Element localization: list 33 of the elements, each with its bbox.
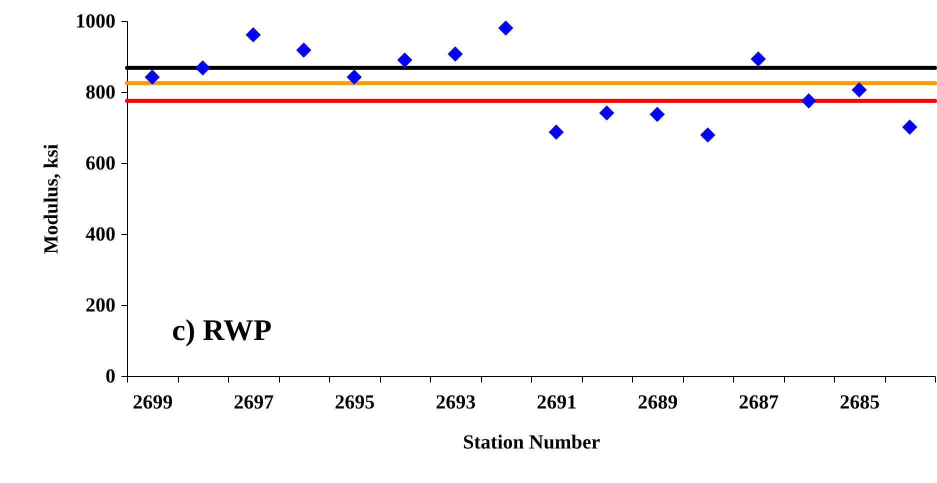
y-tick-label: 0	[106, 366, 116, 388]
y-tick-label: 200	[86, 294, 116, 316]
annotation: c) RWP	[172, 314, 272, 347]
point	[750, 51, 766, 67]
x-tick-label: 2687	[738, 392, 779, 414]
point	[346, 70, 362, 85]
point	[548, 124, 564, 140]
y-tick-label: 800	[86, 82, 116, 104]
point	[296, 42, 312, 58]
x-tick-label: 2691	[536, 392, 577, 414]
point	[246, 27, 261, 42]
point	[852, 82, 867, 98]
x-tick-label: 2685	[840, 392, 880, 414]
y-tick-label: 1000	[76, 10, 116, 32]
y-tick-label: 400	[86, 224, 116, 246]
x-tick-label: 2689	[638, 392, 678, 414]
point	[801, 93, 816, 108]
point	[498, 20, 514, 36]
x-tick-label: 2695	[334, 392, 375, 414]
x-axis-title: Station Number	[462, 432, 600, 454]
point	[195, 60, 210, 76]
y-axis-title: Modulus, ksi	[40, 144, 62, 254]
y-tick-label: 600	[86, 152, 116, 174]
x-tick-label: 2697	[234, 392, 274, 414]
point	[144, 70, 160, 85]
x-tick-label: 2693	[436, 392, 476, 414]
point	[700, 127, 716, 143]
point	[650, 106, 665, 122]
point	[448, 46, 463, 62]
point	[902, 120, 918, 135]
point	[599, 105, 614, 121]
x-tick-label: 2699	[132, 392, 173, 414]
point	[397, 52, 412, 68]
